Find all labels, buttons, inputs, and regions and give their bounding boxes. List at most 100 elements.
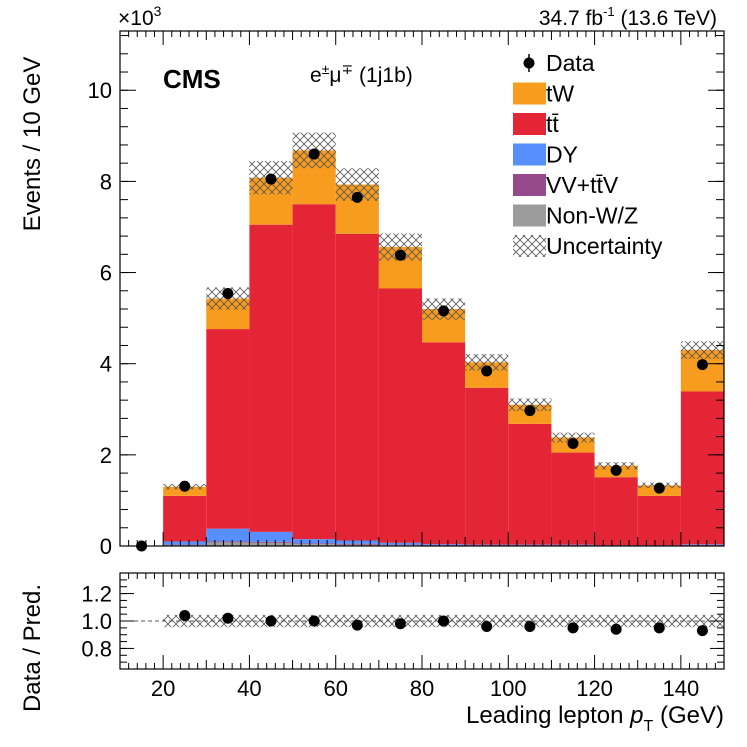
data-point-10 xyxy=(567,437,579,449)
bar-tt-bin-2 xyxy=(206,329,250,529)
ratio-y-tick-label-2: 1.2 xyxy=(81,582,112,607)
bar-DY-bin-6 xyxy=(378,542,422,545)
bar-VVttV-bin-4 xyxy=(292,543,336,545)
ratio-point-0 xyxy=(179,610,191,622)
ratio-point-5 xyxy=(394,618,406,630)
ratio-point-3 xyxy=(308,615,320,627)
bar-NonWZ-bin-3 xyxy=(249,542,293,546)
legend-tw-label: tW xyxy=(546,81,574,107)
main-y-tick-label-3: 6 xyxy=(100,261,112,286)
bar-tt-bin-12 xyxy=(637,495,681,546)
legend-dy-swatch xyxy=(513,143,546,166)
ratio-points xyxy=(179,610,708,637)
bar-tt-bin-8 xyxy=(465,387,509,545)
x-tick-label-2: 60 xyxy=(323,676,347,701)
legend-dy-label: DY xyxy=(546,142,578,168)
main-y-tick-label-1: 2 xyxy=(100,443,112,468)
ratio-point-7 xyxy=(481,620,493,632)
ratio-point-11 xyxy=(653,622,665,634)
ratio-y-axis-label: Data / Pred. xyxy=(19,584,46,712)
bar-NonWZ-bin-4 xyxy=(292,544,336,546)
main-y-axis-label: Events / 10 GeV xyxy=(19,57,46,232)
main-y-ticks: 0 2 4 6 8 10 xyxy=(88,35,724,559)
legend-vvttv-swatch xyxy=(513,174,546,196)
x-axis-label: Leading lepton pT (GeV) xyxy=(466,702,724,735)
legend-tw-swatch xyxy=(513,82,546,105)
ratio-point-4 xyxy=(351,619,363,631)
bar-tt-bin-1 xyxy=(163,495,207,542)
legend-uncertainty-label: Uncertainty xyxy=(546,233,663,259)
bar-tt-bin-4 xyxy=(292,204,336,540)
ratio-point-9 xyxy=(567,622,579,634)
cms-label: CMS xyxy=(163,64,221,94)
legend-nonwz-swatch xyxy=(513,204,546,227)
bar-VVttV-bin-13 xyxy=(680,544,724,546)
ratio-point-8 xyxy=(524,620,536,632)
data-point-5 xyxy=(351,191,363,203)
ratio-y-tick-label-1: 1.0 xyxy=(81,609,112,634)
legend-tt-label: tt̄ xyxy=(546,111,559,137)
lumi-header: 34.7 fb-1 (13.6 TeV) xyxy=(539,4,717,30)
main-panel: 0 2 4 6 8 10 ×103 34.7 fb-1 (13.6 TeV) CMS e±… xyxy=(19,3,725,559)
bar-VVttV-bin-2 xyxy=(206,541,250,543)
data-point-8 xyxy=(481,365,493,377)
data-point-1 xyxy=(179,480,191,492)
channel-label: e±μ∓ (1j1b) xyxy=(310,61,413,87)
bar-DY-bin-5 xyxy=(335,540,379,544)
data-point-2 xyxy=(222,288,234,300)
bar-VVttV-bin-5 xyxy=(335,543,379,545)
ratio-point-6 xyxy=(438,615,450,627)
legend-uncertainty-swatch xyxy=(513,235,546,257)
ratio-point-2 xyxy=(265,615,277,627)
bar-tt-bin-7 xyxy=(422,342,466,545)
ratio-panel: 0.81.01.2 20 40 60 80 100 120 140 Data / Pred.… xyxy=(19,572,725,735)
data-point-6 xyxy=(394,249,406,261)
bar-VVttV-bin-3 xyxy=(249,541,293,543)
data-point-7 xyxy=(438,305,450,317)
ratio-y-tick-label-0: 0.8 xyxy=(81,636,112,661)
uncertainty-bin-8 xyxy=(465,354,509,371)
x-tick-label-5: 120 xyxy=(576,676,613,701)
data-point-13 xyxy=(696,359,708,371)
x-tick-label-0: 20 xyxy=(151,676,175,701)
x-tick-label-6: 140 xyxy=(662,676,699,701)
bar-DY-bin-3 xyxy=(249,531,293,542)
bar-DY-bin-2 xyxy=(206,528,250,542)
data-point-4 xyxy=(308,148,320,160)
main-y-tick-label-4: 8 xyxy=(100,169,112,194)
uncertainty-bin-13 xyxy=(680,341,724,359)
legend-tt-swatch xyxy=(513,113,546,135)
bar-tt-bin-13 xyxy=(680,391,724,545)
ratio-y-ticks: 0.81.01.2 xyxy=(81,579,724,663)
bar-tt-bin-11 xyxy=(594,477,638,546)
main-y-tick-label-5: 10 xyxy=(88,78,112,103)
bar-NonWZ-bin-5 xyxy=(335,544,379,546)
legend-nonwz-label: Non-W/Z xyxy=(546,203,638,229)
main-y-tick-label-0: 0 xyxy=(100,534,112,559)
exponent-label: ×103 xyxy=(118,3,162,30)
legend-data-label: Data xyxy=(546,50,595,76)
bar-DY-bin-7 xyxy=(422,544,466,546)
bar-DY-bin-1 xyxy=(163,541,207,545)
main-x-ticks xyxy=(119,31,725,546)
bar-tt-bin-3 xyxy=(249,224,293,532)
x-tick-label-1: 40 xyxy=(237,676,261,701)
legend: Data tW tt̄ DY VV+tt̄V Non-W/Z Uncertainty xyxy=(513,50,663,259)
data-point-11 xyxy=(610,464,622,476)
ratio-point-10 xyxy=(610,623,622,635)
bar-NonWZ-bin-2 xyxy=(206,542,250,546)
data-point-12 xyxy=(653,482,665,494)
x-tick-label-3: 80 xyxy=(410,676,434,701)
legend-vvttv-label: VV+tt̄V xyxy=(546,172,619,198)
main-y-tick-label-2: 4 xyxy=(100,352,112,377)
ratio-point-12 xyxy=(696,625,708,637)
data-point-9 xyxy=(524,405,536,417)
x-tick-label-4: 100 xyxy=(490,676,527,701)
bar-tt-bin-9 xyxy=(508,423,552,545)
ratio-point-1 xyxy=(222,612,234,624)
data-point-3 xyxy=(265,173,277,185)
bar-tt-bin-6 xyxy=(378,288,422,543)
uncertainty-bin-10 xyxy=(551,432,595,443)
ratio-x-ticks: 20 40 60 80 100 120 140 xyxy=(119,573,725,701)
